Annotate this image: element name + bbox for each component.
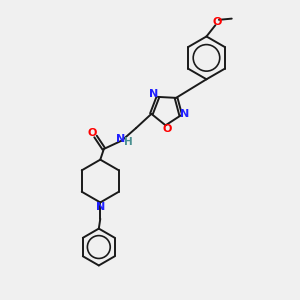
Text: H: H — [124, 137, 132, 147]
Text: O: O — [163, 124, 172, 134]
Text: N: N — [96, 202, 105, 212]
Text: N: N — [116, 134, 125, 144]
Text: O: O — [87, 128, 97, 139]
Text: N: N — [149, 89, 158, 99]
Text: O: O — [212, 17, 222, 27]
Text: N: N — [180, 109, 190, 119]
